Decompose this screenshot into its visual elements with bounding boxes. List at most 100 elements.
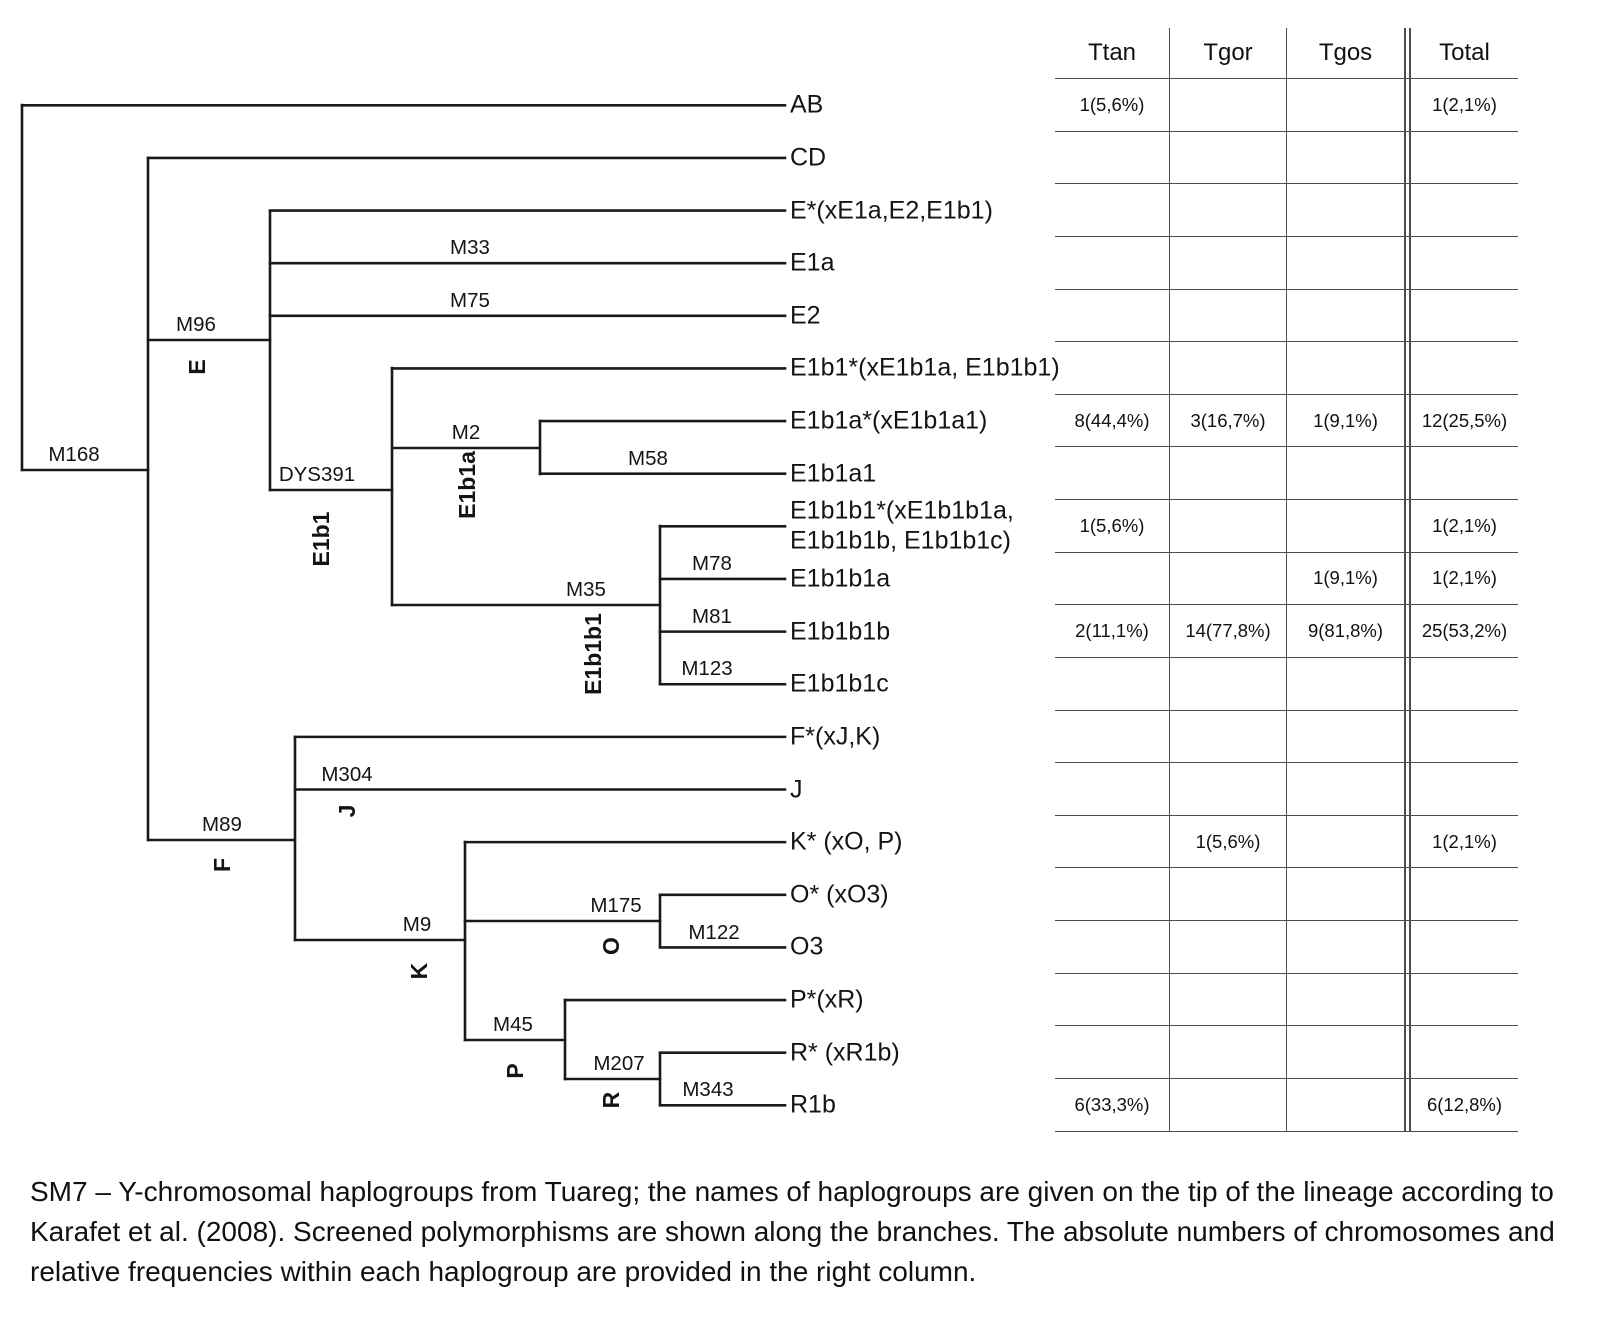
table-row-e1b1b1a: 1(9,1%) 1(2,1%) <box>1055 552 1518 606</box>
cell-total-r1b: 6(12,8%) <box>1426 1093 1503 1115</box>
branch-label-m122: M122 <box>688 921 739 944</box>
cell-tgor-e1b1b1b: 14(77,8%) <box>1170 605 1287 657</box>
cell-ttan-ab: 1(5,6%) <box>1055 79 1170 131</box>
tip-label-r-xr1b: R* (xR1b) <box>790 1037 900 1066</box>
cell-tgos-e2 <box>1287 289 1411 342</box>
cell-total-e1b1b1a: 1(2,1%) <box>1432 567 1497 589</box>
cell-ttan-e1b1-xe1b1a-e1b1b1 <box>1055 342 1170 394</box>
table-row-e1b1b1c <box>1055 657 1518 711</box>
cell-ttan-cd <box>1055 131 1170 184</box>
tip-label-e1b1b1a: E1b1b1a <box>790 564 891 593</box>
cell-tgor-o3 <box>1170 921 1287 973</box>
branch-label-m58: M58 <box>628 447 668 470</box>
cell-total-e1b1a-xe1b1a1: 12(25,5%) <box>1421 409 1508 431</box>
branch-label-m123: M123 <box>681 657 732 680</box>
cell-tgor-f-xj-k <box>1170 710 1287 763</box>
table-row-r1b: 6(33,3%) 6(12,8%) <box>1055 1078 1518 1132</box>
clade-label-e: E <box>184 359 210 374</box>
cell-tgor-o-xo3 <box>1170 868 1287 920</box>
branch-label-m343: M343 <box>682 1078 733 1101</box>
cell-tgor-r-xr1b <box>1170 1026 1287 1078</box>
cell-tgor-e2 <box>1170 289 1287 342</box>
phylogenetic-tree: M168 M96 M33 M75 DYS391 M2 M58 M35 M78 M81 M123 M89… <box>20 103 787 1108</box>
table-row-e1b1a1 <box>1055 447 1518 500</box>
branch-label-m75: M75 <box>450 289 490 312</box>
cell-total-e1b1b1b: 25(53,2%) <box>1421 620 1508 642</box>
cell-ttan-e1b1a-xe1b1a1: 8(44,4%) <box>1055 394 1170 447</box>
branch-label-m81: M81 <box>692 605 732 628</box>
table-row-e1b1b1b: 2(11,1%) 14(77,8%) 9(81,8%) 25(53,2%) <box>1055 605 1518 658</box>
cell-ttan-e1b1b1b: 2(11,1%) <box>1055 605 1170 657</box>
table-row-e1b1a-xe1b1a1: 8(44,4%) 3(16,7%) 1(9,1%) 12(25,5%) <box>1055 394 1518 448</box>
cell-total-ab: 1(2,1%) <box>1432 93 1497 115</box>
clade-label-e1b1b1: E1b1b1 <box>580 613 606 695</box>
tip-label-f-xj-k: F*(xJ,K) <box>790 722 881 751</box>
table-row-ab: 1(5,6%) 1(2,1%) <box>1055 79 1518 132</box>
cell-ttan-p-xr <box>1055 973 1170 1026</box>
table-header-row: Ttan Tgor Tgos Total <box>1055 28 1518 79</box>
cell-total-j <box>1411 763 1518 815</box>
cell-ttan-e-xe1a-e2-e1b1 <box>1055 184 1170 236</box>
table-row-o3 <box>1055 921 1518 974</box>
cell-tgos-e-xe1a-e2-e1b1 <box>1287 184 1411 236</box>
cell-tgor-j <box>1170 763 1287 815</box>
table-row-e1a <box>1055 236 1518 290</box>
table-row-e2 <box>1055 289 1518 343</box>
cell-ttan-f-xj-k <box>1055 710 1170 763</box>
cell-tgor-e1b1-xe1b1a-e1b1b1 <box>1170 342 1287 394</box>
branch-label-m78: M78 <box>692 552 732 575</box>
cell-total-p-xr <box>1411 974 1518 1026</box>
cell-total-o-xo3 <box>1411 868 1518 920</box>
tip-label-e1b1a1: E1b1a1 <box>790 458 877 487</box>
cell-ttan-e1b1b1c <box>1055 657 1170 710</box>
cell-tgos-e1b1b1b: 9(81,8%) <box>1287 605 1411 657</box>
cell-tgor-e-xe1a-e2-e1b1 <box>1170 184 1287 236</box>
cell-total-e1b1a1 <box>1411 447 1518 499</box>
table-body: 1(5,6%) 1(2,1%) 8(44,4%) 3(16,7%) 1(9,1%) 12(… <box>1055 79 1518 1132</box>
cell-tgos-e1a <box>1287 236 1411 289</box>
clade-label-o: O <box>598 937 624 955</box>
tip-label-e1b1-xe1b1a-e1b1b1: E1b1*(xE1b1a, E1b1b1) <box>790 353 1060 382</box>
cell-tgos-e1b1a-xe1b1a1: 1(9,1%) <box>1287 394 1411 447</box>
cell-total-cd <box>1411 132 1518 184</box>
branch-label-m207: M207 <box>593 1052 644 1075</box>
cell-tgor-e1b1b1a <box>1170 552 1287 605</box>
cell-total-e-xe1a-e2-e1b1 <box>1411 184 1518 236</box>
tip-label-e1b1b1b: E1b1b1b <box>790 616 891 645</box>
branch-label-m96: M96 <box>176 313 216 336</box>
branch-label-m168: M168 <box>48 443 99 466</box>
branch-label-m35: M35 <box>566 578 606 601</box>
cell-tgos-k-xo-p <box>1287 815 1411 868</box>
clade-label-e1b1: E1b1 <box>308 511 334 566</box>
cell-total-f-xj-k <box>1411 711 1518 763</box>
cell-tgos-r1b <box>1287 1078 1411 1131</box>
cell-ttan-e1b1b1-xe1b1b1a-e1b1b1b-e1b1b1c: 1(5,6%) <box>1055 500 1170 552</box>
column-header-total: Total <box>1439 39 1490 66</box>
cell-total-o3 <box>1411 921 1518 973</box>
clade-label-f: F <box>209 858 235 872</box>
column-header-tgos: Tgos <box>1287 28 1411 78</box>
cell-tgos-r-xr1b <box>1287 1026 1411 1078</box>
tip-label-o-xo3: O* (xO3) <box>790 880 889 908</box>
cell-ttan-o3 <box>1055 921 1170 973</box>
cell-tgos-e1b1-xe1b1a-e1b1b1 <box>1287 342 1411 394</box>
cell-ttan-r1b: 6(33,3%) <box>1055 1078 1170 1131</box>
table-row-j <box>1055 763 1518 816</box>
cell-tgos-f-xj-k <box>1287 710 1411 763</box>
clade-label-r: R <box>598 1091 624 1108</box>
column-header-ttan: Ttan <box>1055 28 1170 78</box>
branch-label-dys391: DYS391 <box>279 463 355 486</box>
cell-total-e1b1-xe1b1a-e1b1b1 <box>1411 342 1518 394</box>
cell-total-e2 <box>1411 290 1518 342</box>
tip-label-e1b1b1c: E1b1b1c <box>790 669 889 698</box>
clade-label-j: J <box>334 805 360 818</box>
tip-label-e2: E2 <box>790 301 821 330</box>
cell-tgor-k-xo-p: 1(5,6%) <box>1170 815 1287 868</box>
cell-tgos-cd <box>1287 131 1411 184</box>
cell-ttan-e1b1b1a <box>1055 552 1170 605</box>
table-row-e1b1-xe1b1a-e1b1b1 <box>1055 342 1518 395</box>
cell-tgos-o-xo3 <box>1287 868 1411 920</box>
cell-tgos-o3 <box>1287 921 1411 973</box>
tip-label-o3: O3 <box>790 932 824 961</box>
tip-label-p-xr: P*(xR) <box>790 985 864 1014</box>
